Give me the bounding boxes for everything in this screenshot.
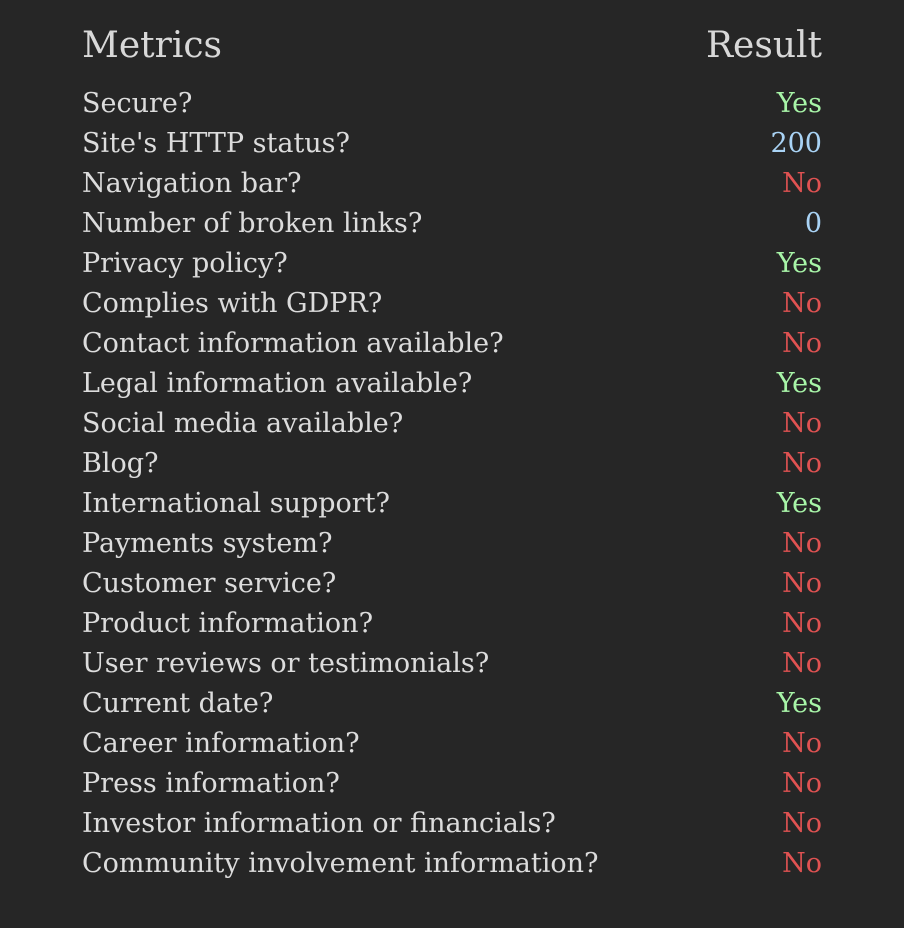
- result-column-header: Result: [705, 24, 822, 66]
- metric-label: Navigation bar?: [82, 168, 302, 199]
- metric-label: Product information?: [82, 608, 374, 639]
- metrics-rows: Secure? Yes Site's HTTP status? 200 Navi…: [82, 84, 822, 884]
- table-row: Contact information available? No: [82, 324, 822, 364]
- result-value: No: [782, 608, 822, 639]
- result-value: No: [782, 288, 822, 319]
- result-value: No: [782, 408, 822, 439]
- result-value: No: [782, 448, 822, 479]
- metric-label: Number of broken links?: [82, 208, 423, 239]
- metric-label: Press information?: [82, 768, 340, 799]
- metric-label: International support?: [82, 488, 391, 519]
- table-row: Secure? Yes: [82, 84, 822, 124]
- table-row: Customer service? No: [82, 564, 822, 604]
- result-value: No: [782, 848, 822, 879]
- metric-label: Privacy policy?: [82, 248, 288, 279]
- table-row: Current date? Yes: [82, 684, 822, 724]
- result-value: No: [782, 568, 822, 599]
- table-row: Navigation bar? No: [82, 164, 822, 204]
- result-value: No: [782, 648, 822, 679]
- result-value: No: [782, 768, 822, 799]
- table-row: Career information? No: [82, 724, 822, 764]
- metric-label: Current date?: [82, 688, 274, 719]
- table-row: User reviews or testimonials? No: [82, 644, 822, 684]
- result-value: Yes: [776, 248, 822, 279]
- metric-label: Blog?: [82, 448, 159, 479]
- result-value: Yes: [776, 368, 822, 399]
- metric-label: Career information?: [82, 728, 360, 759]
- metric-label: Contact information available?: [82, 328, 504, 359]
- table-row: International support? Yes: [82, 484, 822, 524]
- table-row: Investor information or financials? No: [82, 804, 822, 844]
- table-row: Number of broken links? 0: [82, 204, 822, 244]
- metrics-table: Metrics Result Secure? Yes Site's HTTP s…: [82, 22, 822, 884]
- result-value: Yes: [776, 688, 822, 719]
- result-value: No: [782, 528, 822, 559]
- result-value: No: [782, 808, 822, 839]
- metric-label: Legal information available?: [82, 368, 473, 399]
- result-value: 200: [770, 128, 822, 159]
- metric-label: Secure?: [82, 88, 193, 119]
- result-value: Yes: [776, 88, 822, 119]
- table-row: Product information? No: [82, 604, 822, 644]
- table-row: Legal information available? Yes: [82, 364, 822, 404]
- metric-label: Complies with GDPR?: [82, 288, 383, 319]
- result-value: No: [782, 728, 822, 759]
- table-row: Social media available? No: [82, 404, 822, 444]
- metrics-column-header: Metrics: [82, 24, 222, 66]
- result-value: Yes: [776, 488, 822, 519]
- metric-label: Community involvement information?: [82, 848, 599, 879]
- metric-label: Site's HTTP status?: [82, 128, 351, 159]
- metric-label: Payments system?: [82, 528, 333, 559]
- table-row: Complies with GDPR? No: [82, 284, 822, 324]
- table-row: Press information? No: [82, 764, 822, 804]
- result-value: 0: [804, 208, 822, 239]
- table-row: Blog? No: [82, 444, 822, 484]
- metric-label: Customer service?: [82, 568, 337, 599]
- table-row: Community involvement information? No: [82, 844, 822, 884]
- table-header: Metrics Result: [82, 22, 822, 68]
- table-row: Privacy policy? Yes: [82, 244, 822, 284]
- table-row: Payments system? No: [82, 524, 822, 564]
- metric-label: User reviews or testimonials?: [82, 648, 490, 679]
- metric-label: Social media available?: [82, 408, 404, 439]
- result-value: No: [782, 328, 822, 359]
- table-row: Site's HTTP status? 200: [82, 124, 822, 164]
- metric-label: Investor information or financials?: [82, 808, 556, 839]
- result-value: No: [782, 168, 822, 199]
